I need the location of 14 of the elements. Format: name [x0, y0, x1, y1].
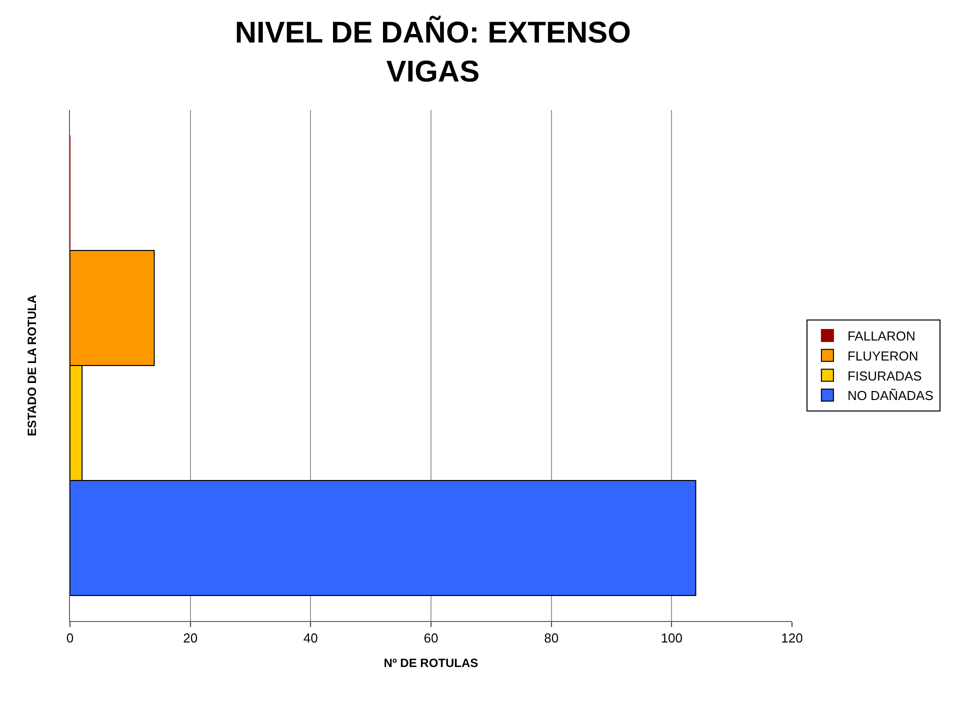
legend-label: FLUYERON: [847, 348, 918, 364]
x-tick-label: 60: [424, 630, 438, 646]
x-tick-label: 0: [66, 630, 74, 646]
x-tick-label: 20: [183, 630, 198, 646]
x-axis-title: Nº DE ROTULAS: [384, 656, 478, 670]
legend-label: FALLARON: [847, 328, 916, 344]
x-tick-label: 40: [303, 630, 318, 646]
x-tick-label: 120: [781, 630, 803, 646]
chart-title: NIVEL DE DAÑO: EXTENSO VIGAS: [234, 16, 631, 89]
y-axis-title: ESTADO DE LA ROTULA: [25, 294, 39, 436]
x-tick-label: 100: [660, 630, 683, 646]
x-tick-label: 80: [544, 630, 559, 646]
legend-label: FISURADAS: [847, 368, 922, 384]
legend-label: NO DAÑADAS: [847, 388, 934, 404]
